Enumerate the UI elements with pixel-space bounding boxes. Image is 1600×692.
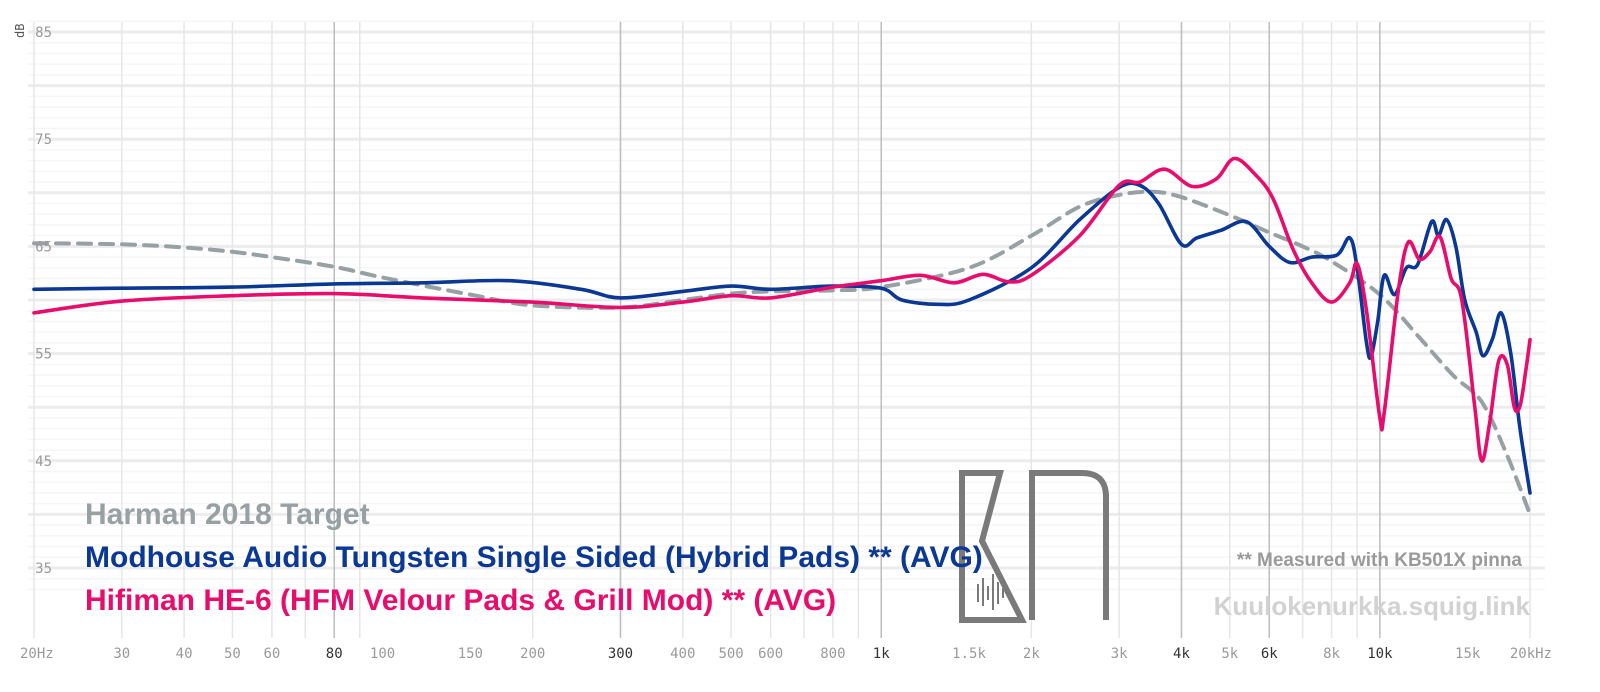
y-tick-label: 75 [35, 132, 52, 148]
legend-item-tungsten: Modhouse Audio Tungsten Single Sided (Hy… [85, 541, 983, 574]
x-tick-label: 2k [1023, 646, 1040, 662]
x-tick-label: 1.5k [952, 646, 986, 662]
x-tick-label: 30 [113, 646, 130, 662]
x-tick-label: 6k [1261, 646, 1278, 662]
x-tick-label: 500 [718, 646, 743, 662]
x-tick-label: 50 [224, 646, 241, 662]
y-axis-unit-label: dB [13, 24, 27, 38]
y-tick-label: 45 [35, 454, 52, 470]
x-tick-label: 15k [1455, 646, 1481, 662]
x-tick-label: 100 [370, 646, 395, 662]
logo-n-shape [1029, 470, 1109, 620]
x-tick-label: 200 [520, 646, 545, 662]
x-tick-label: 600 [758, 646, 783, 662]
y-tick-label: 85 [35, 25, 52, 41]
x-tick-label: 150 [458, 646, 483, 662]
x-tick-label: 1k [873, 646, 890, 662]
legend: Harman 2018 Target Modhouse Audio Tungst… [85, 498, 983, 617]
logo-waveform-icon [977, 574, 1004, 610]
series-line-harman-target [32, 189, 1532, 517]
x-tick-label: 20Hz [20, 646, 54, 662]
x-tick-label: 10k [1367, 646, 1393, 662]
x-tick-label: 3k [1111, 646, 1128, 662]
series-line-he6 [32, 156, 1532, 463]
x-tick-label: 800 [820, 646, 845, 662]
x-tick-label: 60 [263, 646, 280, 662]
legend-item-target: Harman 2018 Target [85, 498, 370, 531]
y-axis-ticks: 35 45 55 65 75 85 [35, 25, 52, 577]
logo-k-shape [959, 470, 1027, 623]
horizontal-grid [28, 20, 1545, 591]
x-tick-label: 5k [1221, 646, 1238, 662]
x-tick-label: 80 [326, 646, 343, 662]
y-tick-label: 35 [35, 561, 52, 577]
x-tick-label: 40 [176, 646, 193, 662]
x-tick-label: 300 [608, 646, 633, 662]
legend-item-he6: Hifiman HE-6 (HFM Velour Pads & Grill Mo… [85, 584, 836, 617]
pinna-note: ** Measured with KB501X pinna [1237, 550, 1523, 571]
x-tick-label: 8k [1323, 646, 1340, 662]
kn-logo [959, 470, 1109, 623]
x-tick-label: 20kHz [1510, 646, 1552, 662]
x-tick-label: 400 [670, 646, 695, 662]
series-line-tungsten [32, 181, 1532, 495]
x-tick-label: 4k [1173, 646, 1190, 662]
vertical-grid [33, 22, 1531, 638]
y-tick-label: 55 [35, 347, 52, 363]
y-tick-label: 65 [35, 239, 52, 255]
site-watermark: Kuulokenurkka.squig.link [1214, 591, 1531, 621]
x-axis-ticks: 20Hz 30 40 50 60 80 100 150 200 300 400 500 600 800 1k… [20, 646, 1552, 662]
series-layer [32, 156, 1532, 517]
